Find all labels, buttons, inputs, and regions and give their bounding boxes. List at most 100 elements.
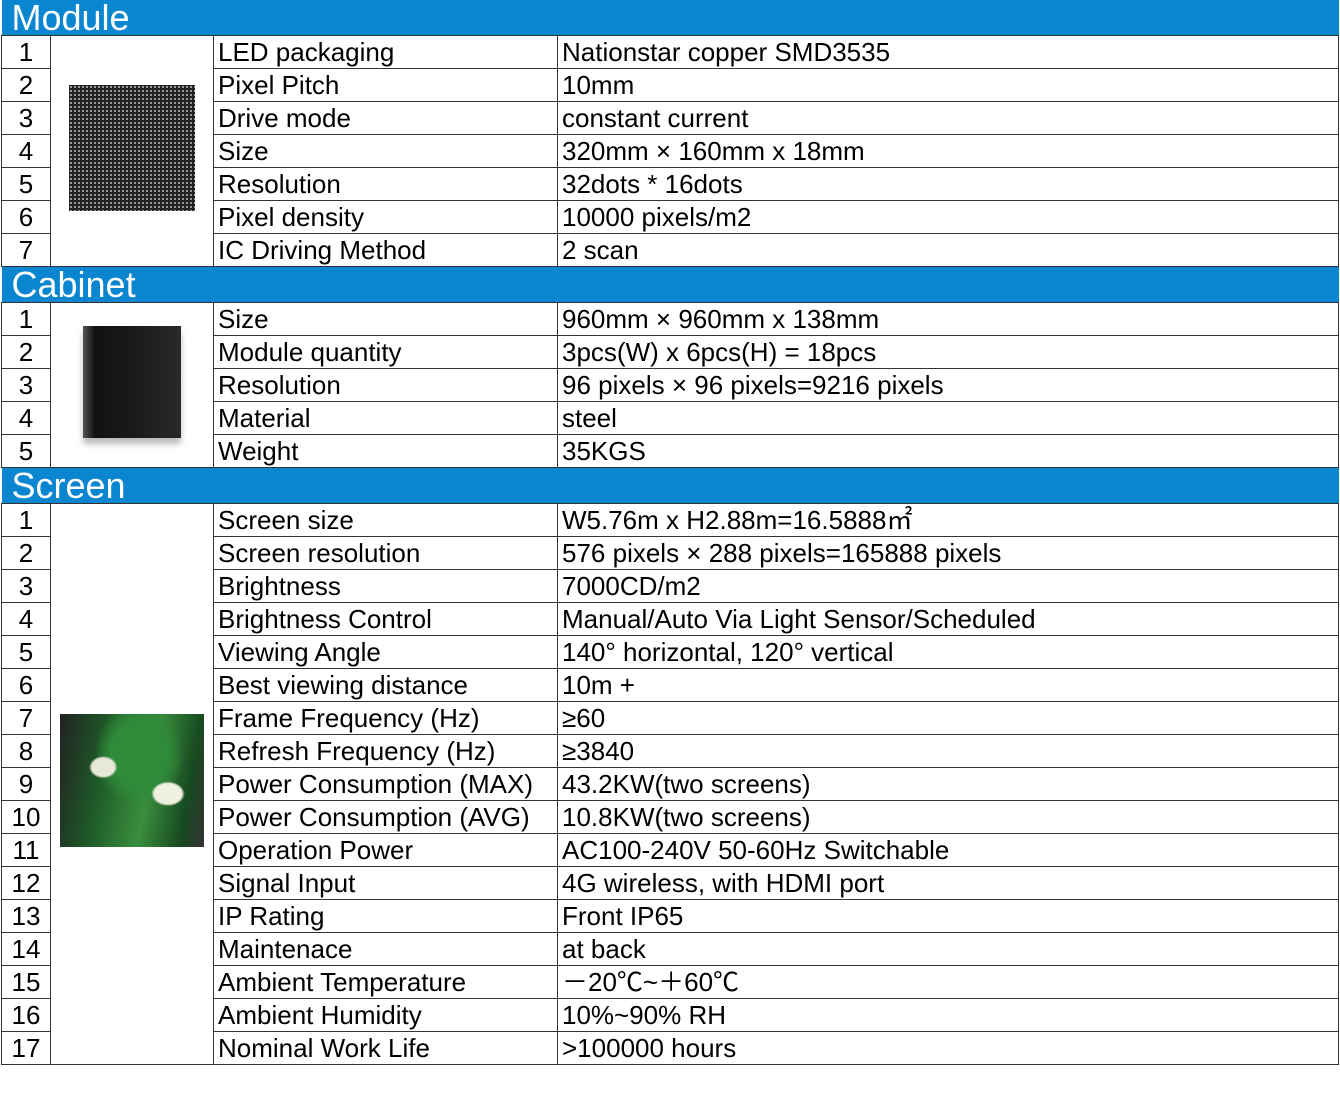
spec-label: Weight xyxy=(213,434,558,468)
row-number: 1 xyxy=(1,35,51,69)
spec-label: Maintenace xyxy=(213,932,558,966)
row-number: 5 xyxy=(1,167,51,201)
section-header-cabinet: Cabinet xyxy=(1,266,1339,303)
spec-value: 10%~90% RH xyxy=(557,998,1339,1032)
row-number: 3 xyxy=(1,101,51,135)
table-row: 14 Maintenace at back xyxy=(1,932,1339,966)
spec-label: Resolution xyxy=(213,368,558,402)
spec-label: Size xyxy=(213,302,558,336)
section-header-screen: Screen xyxy=(1,467,1339,504)
spec-label: Material xyxy=(213,401,558,435)
led-module-photo xyxy=(50,35,214,267)
spec-value: 10000 pixels/m2 xyxy=(557,200,1339,234)
spec-label: Viewing Angle xyxy=(213,635,558,669)
row-number: 3 xyxy=(1,368,51,402)
spec-value: Nationstar copper SMD3535 xyxy=(557,35,1339,69)
spec-label: Brightness Control xyxy=(213,602,558,636)
table-row: 7 Frame Frequency (Hz) ≥60 xyxy=(1,701,1339,735)
screen-photo xyxy=(50,503,214,1065)
spec-value: 3pcs(W) x 6pcs(H) = 18pcs xyxy=(557,335,1339,369)
spec-label: Size xyxy=(213,134,558,168)
table-row: 13 IP Rating Front IP65 xyxy=(1,899,1339,933)
row-number: 8 xyxy=(1,734,51,768)
spec-label: Pixel Pitch xyxy=(213,68,558,102)
row-number: 5 xyxy=(1,434,51,468)
row-number: 13 xyxy=(1,899,51,933)
row-number: 1 xyxy=(1,503,51,537)
spec-label: Signal Input xyxy=(213,866,558,900)
spec-label: Refresh Frequency (Hz) xyxy=(213,734,558,768)
spec-label: IP Rating xyxy=(213,899,558,933)
row-number: 10 xyxy=(1,800,51,834)
spec-label: Frame Frequency (Hz) xyxy=(213,701,558,735)
cabinet-photo xyxy=(50,302,214,468)
spec-label: Resolution xyxy=(213,167,558,201)
table-row: 2 Module quantity 3pcs(W) x 6pcs(H) = 18pc… xyxy=(1,335,1339,369)
spec-value: 32dots * 16dots xyxy=(557,167,1339,201)
spec-label: LED packaging xyxy=(213,35,558,69)
cabinet-photo xyxy=(83,325,181,438)
spec-label: Power Consumption (MAX) xyxy=(213,767,558,801)
spec-value: ≥3840 xyxy=(557,734,1339,768)
row-number: 2 xyxy=(1,536,51,570)
table-row: 2 Pixel Pitch 10mm xyxy=(1,68,1339,102)
spec-value: ≥60 xyxy=(557,701,1339,735)
row-number: 14 xyxy=(1,932,51,966)
row-number: 7 xyxy=(1,701,51,735)
table-row: 7 IC Driving Method 2 scan xyxy=(1,233,1339,267)
led-module-photo xyxy=(69,84,195,211)
row-number: 6 xyxy=(1,668,51,702)
row-number: 12 xyxy=(1,866,51,900)
row-number: 3 xyxy=(1,569,51,603)
section-header-module: Module xyxy=(1,0,1339,36)
table-row: 5 Viewing Angle 140° horizontal, 120° vert… xyxy=(1,635,1339,669)
table-row: 10 Power Consumption (AVG) 10.8KW(two scre… xyxy=(1,800,1339,834)
row-number: 15 xyxy=(1,965,51,999)
spec-value: 960mm × 960mm x 138mm xyxy=(557,302,1339,336)
section-title: Cabinet xyxy=(1,266,1339,303)
table-row: 3 Resolution 96 pixels × 96 pixels=9216 pi… xyxy=(1,368,1339,402)
table-row: 1 Size 960mm × 960mm x 138mm xyxy=(1,302,1339,468)
table-row: 4 Material steel xyxy=(1,401,1339,435)
spec-value: constant current xyxy=(557,101,1339,135)
spec-value: 96 pixels × 96 pixels=9216 pixels xyxy=(557,368,1339,402)
row-number: 6 xyxy=(1,200,51,234)
table-row: 17 Nominal Work Life >100000 hours xyxy=(1,1031,1339,1065)
table-row: 5 Resolution 32dots * 16dots xyxy=(1,167,1339,201)
table-row: 4 Size 320mm × 160mm x 18mm xyxy=(1,134,1339,168)
row-number: 16 xyxy=(1,998,51,1032)
spec-label: Drive mode xyxy=(213,101,558,135)
spec-value: 576 pixels × 288 pixels=165888 pixels xyxy=(557,536,1339,570)
spec-value: 35KGS xyxy=(557,434,1339,468)
table-row: 6 Pixel density 10000 pixels/m2 xyxy=(1,200,1339,234)
row-number: 17 xyxy=(1,1031,51,1065)
spec-value: W5.76m x H2.88m=16.5888㎡ xyxy=(557,503,1339,537)
row-number: 2 xyxy=(1,335,51,369)
spec-value: 7000CD/m2 xyxy=(557,569,1339,603)
row-number: 2 xyxy=(1,68,51,102)
row-number: 5 xyxy=(1,635,51,669)
row-number: 11 xyxy=(1,833,51,867)
spec-value: Front IP65 xyxy=(557,899,1339,933)
spec-value: Manual/Auto Via Light Sensor/Scheduled xyxy=(557,602,1339,636)
table-row: 4 Brightness Control Manual/Auto Via Light… xyxy=(1,602,1339,636)
row-number: 4 xyxy=(1,602,51,636)
spec-value: －20℃~＋60℃ xyxy=(557,965,1339,999)
spec-label: Brightness xyxy=(213,569,558,603)
table-row: 1 Screen size W5.76m x H2.88m=16.5888㎡ xyxy=(1,503,1339,1065)
table-row: 5 Weight 35KGS xyxy=(1,434,1339,468)
spec-value: 10mm xyxy=(557,68,1339,102)
table-row: 1 LED packaging Nationstar copper SMD3535 xyxy=(1,35,1339,267)
row-number: 4 xyxy=(1,401,51,435)
spec-value: 2 scan xyxy=(557,233,1339,267)
row-number: 4 xyxy=(1,134,51,168)
spec-value: steel xyxy=(557,401,1339,435)
table-row: 3 Drive mode constant current xyxy=(1,101,1339,135)
spec-value: at back xyxy=(557,932,1339,966)
table-row: 11 Operation Power AC100-240V 50-60Hz Swit… xyxy=(1,833,1339,867)
section-title: Screen xyxy=(1,467,1339,504)
spec-label: Ambient Temperature xyxy=(213,965,558,999)
spec-value: 4G wireless, with HDMI port xyxy=(557,866,1339,900)
spec-value: 10.8KW(two screens) xyxy=(557,800,1339,834)
spec-value: 10m + xyxy=(557,668,1339,702)
